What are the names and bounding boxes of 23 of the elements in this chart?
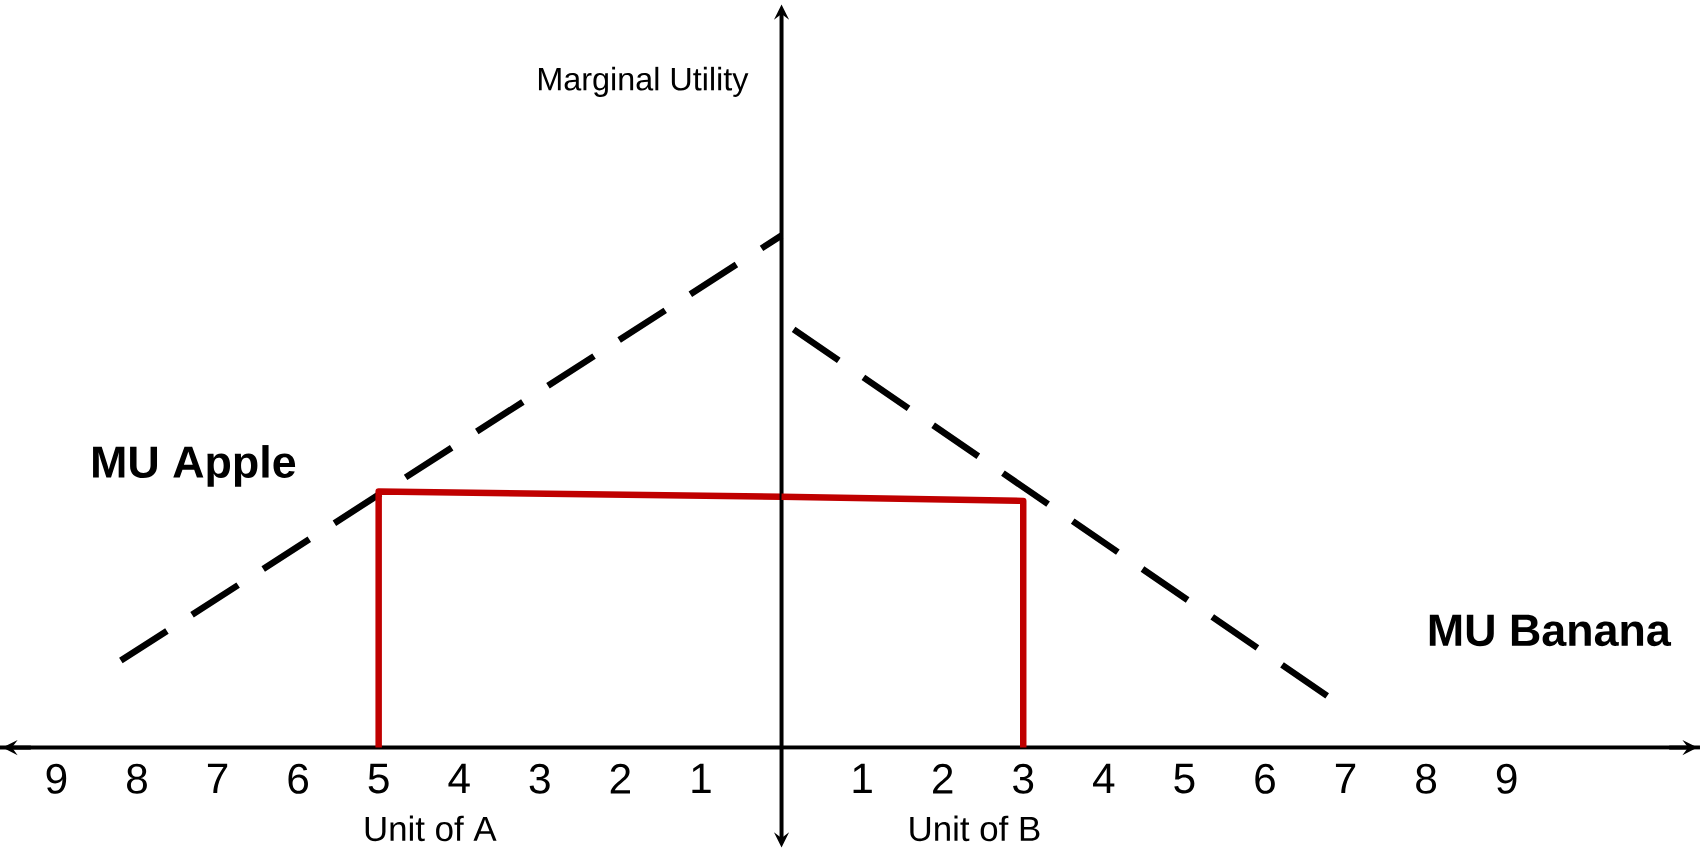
x-tick-label: 5 [1174,763,1195,794]
x-tick-label: 7 [207,763,228,793]
x-tick-label: 1 [853,763,872,793]
x-axis-title: Unit of B [910,815,1040,842]
x-tick-label: 4 [1093,763,1115,793]
x-tick-label: 6 [288,763,308,794]
x-tick-label: 9 [1496,763,1517,794]
x-tick-label: 5 [368,763,389,794]
x-tick-label: 2 [610,763,630,794]
text: MU Banana [1429,614,1672,647]
series-label: MU Apple [93,445,296,487]
x-tick-label: 8 [1416,763,1437,794]
x-axis-title: Unit of A [365,815,497,842]
x-tick-label: 4 [448,763,470,793]
x-tick-label: 9 [46,763,67,794]
x-tick-label: 7 [1335,763,1356,793]
x-tick-label: 8 [127,763,147,794]
x-tick-label: 3 [529,763,550,794]
x-tick-label: 6 [1255,763,1275,794]
x-tick-label: 3 [1013,763,1034,794]
x-tick-label: 2 [933,763,953,794]
x-tick-label: 1 [692,763,711,793]
y-axis-title: Marginal Utility [538,66,749,98]
